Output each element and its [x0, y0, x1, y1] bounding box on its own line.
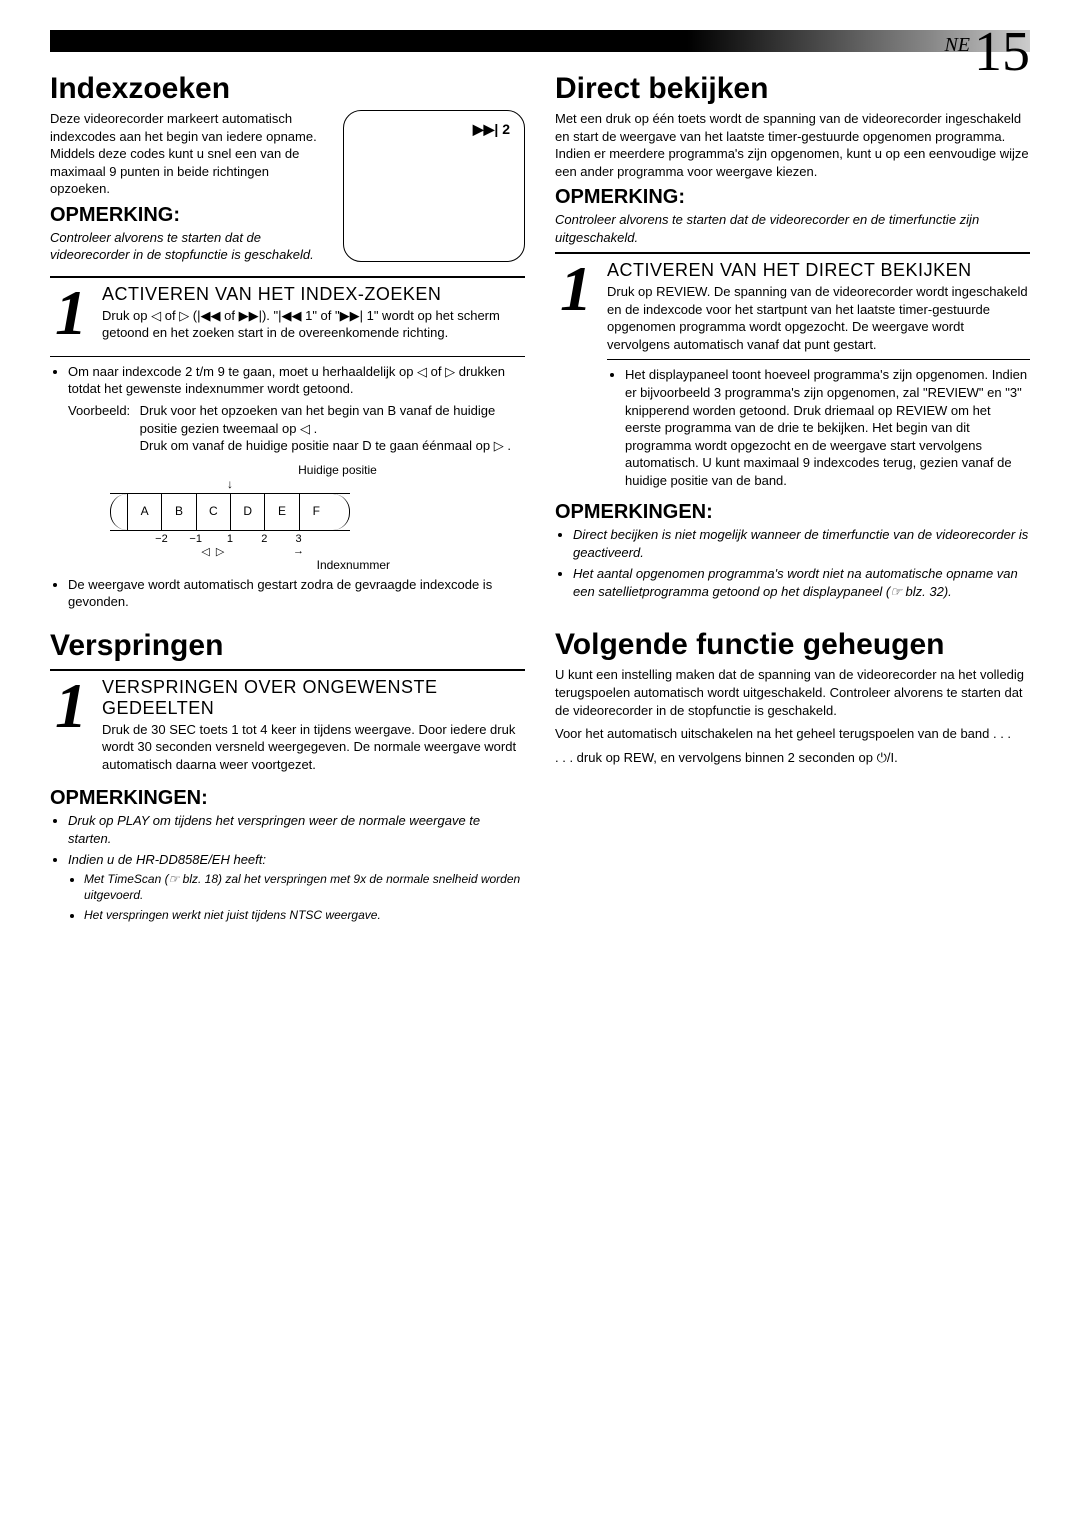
step-1-indexzoeken: 1 ACTIVEREN VAN HET INDEX-ZOEKEN Druk op…: [50, 284, 525, 348]
step-title: ACTIVEREN VAN HET INDEX-ZOEKEN: [102, 284, 525, 305]
bullet-item: Om naar indexcode 2 t/m 9 te gaan, moet …: [68, 363, 525, 398]
note-text: Controleer alvorens te starten dat de vi…: [50, 229, 331, 264]
bullet-item: Het displaypaneel toont hoeveel programm…: [625, 366, 1030, 489]
tape-cell: E: [264, 494, 298, 530]
content-columns: Indexzoeken Deze videorecorder markeert …: [50, 72, 1030, 928]
intro-paragraph: Met een druk op één toets wordt de spann…: [555, 110, 1030, 180]
step-number: 1: [555, 260, 597, 493]
note-item: Direct becijken is niet mogelijk wanneer…: [573, 526, 1030, 561]
page-number: NE 15: [944, 20, 1030, 84]
bullet-list: Om naar indexcode 2 t/m 9 te gaan, moet …: [50, 363, 525, 398]
example-text-1: Druk voor het opzoeken van het begin van…: [140, 402, 525, 437]
idx-num: −2: [144, 533, 178, 545]
manual-page: NE 15 Indexzoeken Deze videorecorder mar…: [0, 0, 1080, 1526]
step-text: Druk de 30 SEC toets 1 tot 4 keer in tij…: [102, 721, 525, 774]
idx-num: 2: [247, 533, 281, 545]
divider: [50, 276, 525, 278]
divider: [555, 252, 1030, 254]
sub-notes-list: Met TimeScan (☞ blz. 18) zal het verspri…: [68, 871, 525, 924]
section-title-volgende-functie: Volgende functie geheugen: [555, 628, 1030, 662]
intro-row: Deze videorecorder markeert automatisch …: [50, 110, 525, 270]
tape-cell: F: [299, 494, 333, 530]
step-content: VERSPRINGEN OVER ONGEWENSTE GEDEELTEN Dr…: [102, 677, 525, 780]
notes-heading: OPMERKINGEN:: [555, 501, 1030, 524]
display-illustration: ▶▶| 2: [343, 110, 525, 262]
page-prefix: NE: [944, 34, 970, 56]
bullet-item: De weergave wordt automatisch gestart zo…: [68, 576, 525, 611]
step-content: ACTIVEREN VAN HET INDEX-ZOEKEN Druk op ◁…: [102, 284, 525, 348]
idx-num: 3: [281, 533, 315, 545]
step-text: Druk op ◁ of ▷ (|◀◀ of ▶▶|). "|◀◀ 1" of …: [102, 307, 525, 342]
diagram-label-bottom: Indexnummer: [110, 558, 390, 572]
header-bar: NE 15: [50, 30, 1030, 52]
note-heading: OPMERKING:: [50, 204, 331, 227]
step-number: 1: [50, 284, 92, 348]
bullet-list: Het displaypaneel toont hoeveel programm…: [607, 366, 1030, 489]
tape-end-left: [110, 494, 127, 530]
display-indicator: ▶▶| 2: [473, 121, 510, 138]
step-title: ACTIVEREN VAN HET DIRECT BEKIJKEN: [607, 260, 1030, 281]
paragraph: . . . druk op REW, en vervolgens binnen …: [555, 749, 1030, 767]
note-item: Druk op PLAY om tijdens het verspringen …: [68, 812, 525, 847]
idx-num: −1: [179, 533, 213, 545]
spacer: [68, 437, 136, 455]
idx-num: [316, 533, 350, 545]
step-content: ACTIVEREN VAN HET DIRECT BEKIJKEN Druk o…: [607, 260, 1030, 493]
sub-note-item: Met TimeScan (☞ blz. 18) zal het verspri…: [84, 871, 525, 903]
note-heading: OPMERKING:: [555, 186, 1030, 209]
tape-cell: C: [196, 494, 230, 530]
note-text: Controleer alvorens te starten dat de vi…: [555, 211, 1030, 246]
step-1-verspringen: 1 VERSPRINGEN OVER ONGEWENSTE GEDEELTEN …: [50, 677, 525, 780]
sub-note-item: Het verspringen werkt niet juist tijdens…: [84, 907, 525, 923]
tape-cell: D: [230, 494, 264, 530]
section-title-verspringen: Verspringen: [50, 629, 525, 663]
note-item: Het aantal opgenomen programma's wordt n…: [573, 565, 1030, 600]
tape-cells: A B C D E F: [110, 493, 350, 531]
right-column: Direct bekijken Met een druk op één toet…: [555, 72, 1030, 928]
note-item: Indien u de HR-DD858E/EH heeft: Met Time…: [68, 851, 525, 923]
left-column: Indexzoeken Deze videorecorder markeert …: [50, 72, 525, 928]
notes-list: Direct becijken is niet mogelijk wanneer…: [555, 526, 1030, 600]
page-num-value: 15: [974, 21, 1030, 83]
tape-end-right: [333, 494, 350, 530]
example-text-2: Druk om vanaf de huidige positie naar D …: [140, 437, 525, 455]
tape-diagram: Huidige positie ↓ A B C D E F −2 −1 1: [110, 463, 525, 572]
intro-paragraph: Deze videorecorder markeert automatisch …: [50, 110, 331, 198]
tape-arrows: ◁ ▷→: [110, 545, 350, 558]
bullet-list: De weergave wordt automatisch gestart zo…: [50, 576, 525, 611]
paragraph: Voor het automatisch uitschakelen na het…: [555, 725, 1030, 743]
tape-cell: A: [127, 494, 161, 530]
step-number: 1: [50, 677, 92, 780]
tape-index-numbers: −2 −1 1 2 3: [110, 533, 350, 545]
diagram-label-top: Huidige positie: [150, 463, 525, 477]
notes-list: Druk op PLAY om tijdens het verspringen …: [50, 812, 525, 923]
idx-num: 1: [213, 533, 247, 545]
step-text: Druk op REVIEW. De spanning van de video…: [607, 283, 1030, 353]
paragraph: U kunt een instelling maken dat de spann…: [555, 666, 1030, 719]
section-title-indexzoeken: Indexzoeken: [50, 72, 525, 106]
intro-text: Deze videorecorder markeert automatisch …: [50, 110, 331, 270]
step-1-direct-bekijken: 1 ACTIVEREN VAN HET DIRECT BEKIJKEN Druk…: [555, 260, 1030, 493]
example-label: Voorbeeld:: [68, 402, 136, 420]
step-title: VERSPRINGEN OVER ONGEWENSTE GEDEELTEN: [102, 677, 525, 719]
tape-cell: B: [161, 494, 195, 530]
idx-num: [110, 533, 144, 545]
divider-thin: [607, 359, 1030, 360]
example-block: Voorbeeld: Druk voor het opzoeken van he…: [68, 402, 525, 455]
divider-thin: [50, 356, 525, 357]
arrow-down-icon: ↓: [110, 477, 350, 491]
notes-heading: OPMERKINGEN:: [50, 787, 525, 810]
divider: [50, 669, 525, 671]
